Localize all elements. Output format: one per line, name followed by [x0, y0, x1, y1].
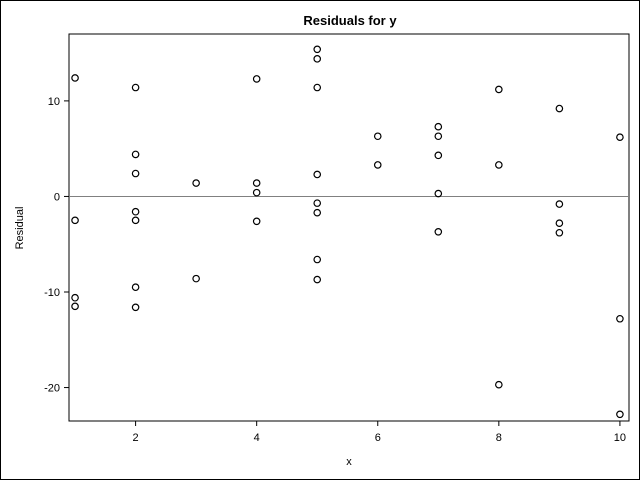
- data-point: [131, 283, 140, 292]
- chart-title: Residuals for y: [303, 13, 397, 28]
- data-point: [495, 380, 503, 389]
- data-point: [313, 45, 322, 54]
- data-point: [71, 302, 79, 311]
- y-axis-label: Residual: [14, 207, 26, 250]
- x-tick-label: 2: [133, 432, 139, 444]
- data-point: [192, 274, 200, 283]
- data-points: [71, 45, 624, 419]
- data-point: [252, 188, 261, 197]
- data-point: [434, 189, 443, 198]
- data-point: [71, 74, 79, 82]
- y-tick-label: -10: [44, 287, 60, 299]
- data-point: [131, 169, 140, 178]
- data-point: [252, 75, 261, 83]
- x-tick-label: 4: [254, 432, 260, 444]
- plot-area: [68, 33, 630, 422]
- x-tick-label: 10: [614, 432, 626, 444]
- x-axis-ticks: 2 4 6 8 10: [133, 421, 626, 444]
- data-point: [555, 104, 564, 113]
- data-point: [313, 275, 322, 284]
- data-point: [313, 170, 322, 179]
- data-point: [192, 179, 200, 187]
- data-point: [434, 151, 443, 160]
- data-point: [313, 208, 322, 217]
- data-point: [555, 200, 564, 208]
- data-point: [434, 122, 443, 131]
- data-point: [131, 150, 140, 159]
- data-point: [313, 199, 322, 207]
- x-tick-label: 6: [375, 432, 381, 444]
- data-point: [555, 219, 564, 228]
- data-point: [252, 217, 261, 226]
- x-tick-label: 8: [496, 432, 502, 444]
- x-axis-label: x: [346, 456, 352, 468]
- y-tick-label: -20: [44, 383, 60, 395]
- data-point: [71, 293, 79, 302]
- data-point: [131, 303, 140, 312]
- data-point: [616, 133, 624, 142]
- data-point: [434, 228, 443, 236]
- data-point: [131, 83, 140, 92]
- data-point: [373, 132, 382, 141]
- data-point: [71, 216, 79, 225]
- data-point: [373, 161, 382, 169]
- y-tick-label: 10: [48, 96, 60, 108]
- data-point: [616, 410, 624, 419]
- data-point: [313, 255, 322, 264]
- data-point: [495, 161, 503, 169]
- y-axis-ticks: -20 -10 0 10: [44, 96, 69, 395]
- y-tick-label: 0: [54, 191, 60, 203]
- data-point: [131, 216, 140, 225]
- data-point: [495, 85, 503, 94]
- data-point: [313, 83, 322, 92]
- data-point: [313, 55, 322, 63]
- data-point: [555, 228, 564, 237]
- data-point: [252, 179, 261, 187]
- data-point: [616, 314, 624, 323]
- data-point: [131, 207, 140, 216]
- data-point: [434, 132, 443, 141]
